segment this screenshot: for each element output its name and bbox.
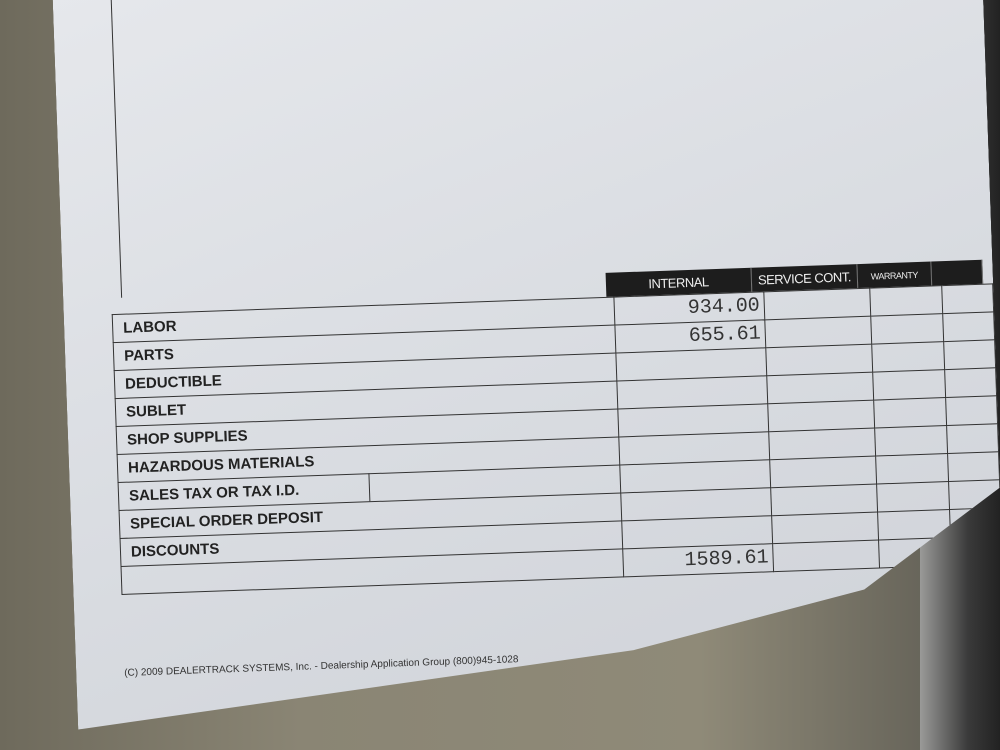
other-cell — [944, 340, 996, 370]
warranty-cell — [876, 482, 950, 513]
service-contract-cell — [770, 456, 876, 488]
copyright-footer: (C) 2009 DEALERTRACK SYSTEMS, Inc. - Dea… — [124, 654, 519, 679]
warranty-cell — [871, 342, 945, 373]
warranty-cell — [872, 370, 946, 401]
header-service-contract: SERVICE CONT. — [751, 264, 858, 292]
charges-table: LABOR 934.00 PARTS 655.61 DEDUCTIBLE SUBLET SH… — [112, 283, 1000, 595]
internal-value: 1589.61 — [623, 544, 774, 577]
warranty-cell — [875, 454, 949, 485]
service-contract-cell — [772, 512, 878, 544]
other-cell — [942, 284, 994, 314]
service-contract-cell — [768, 400, 874, 432]
header-internal: INTERNAL — [606, 268, 753, 297]
service-contract-cell — [767, 372, 873, 404]
warranty-cell — [870, 314, 944, 345]
header-other — [931, 260, 983, 286]
other-cell — [948, 452, 1000, 482]
header-warranty: WARRANTY — [857, 261, 932, 288]
border-line — [111, 0, 122, 298]
other-cell — [946, 396, 998, 426]
service-invoice-paper: INTERNAL SERVICE CONT. WARRANTY LABOR 934… — [52, 0, 1000, 730]
warranty-cell — [874, 426, 948, 457]
service-contract-cell — [765, 316, 871, 348]
service-contract-cell — [769, 428, 875, 460]
charges-form: INTERNAL SERVICE CONT. WARRANTY LABOR 934… — [111, 259, 1000, 595]
other-cell — [947, 424, 999, 454]
service-contract-cell — [773, 540, 879, 572]
other-cell — [945, 368, 997, 398]
warranty-cell — [873, 398, 947, 429]
service-contract-cell — [766, 344, 872, 376]
service-contract-cell — [764, 288, 870, 320]
warranty-cell — [869, 286, 943, 317]
service-contract-cell — [771, 484, 877, 516]
other-cell — [943, 312, 995, 342]
